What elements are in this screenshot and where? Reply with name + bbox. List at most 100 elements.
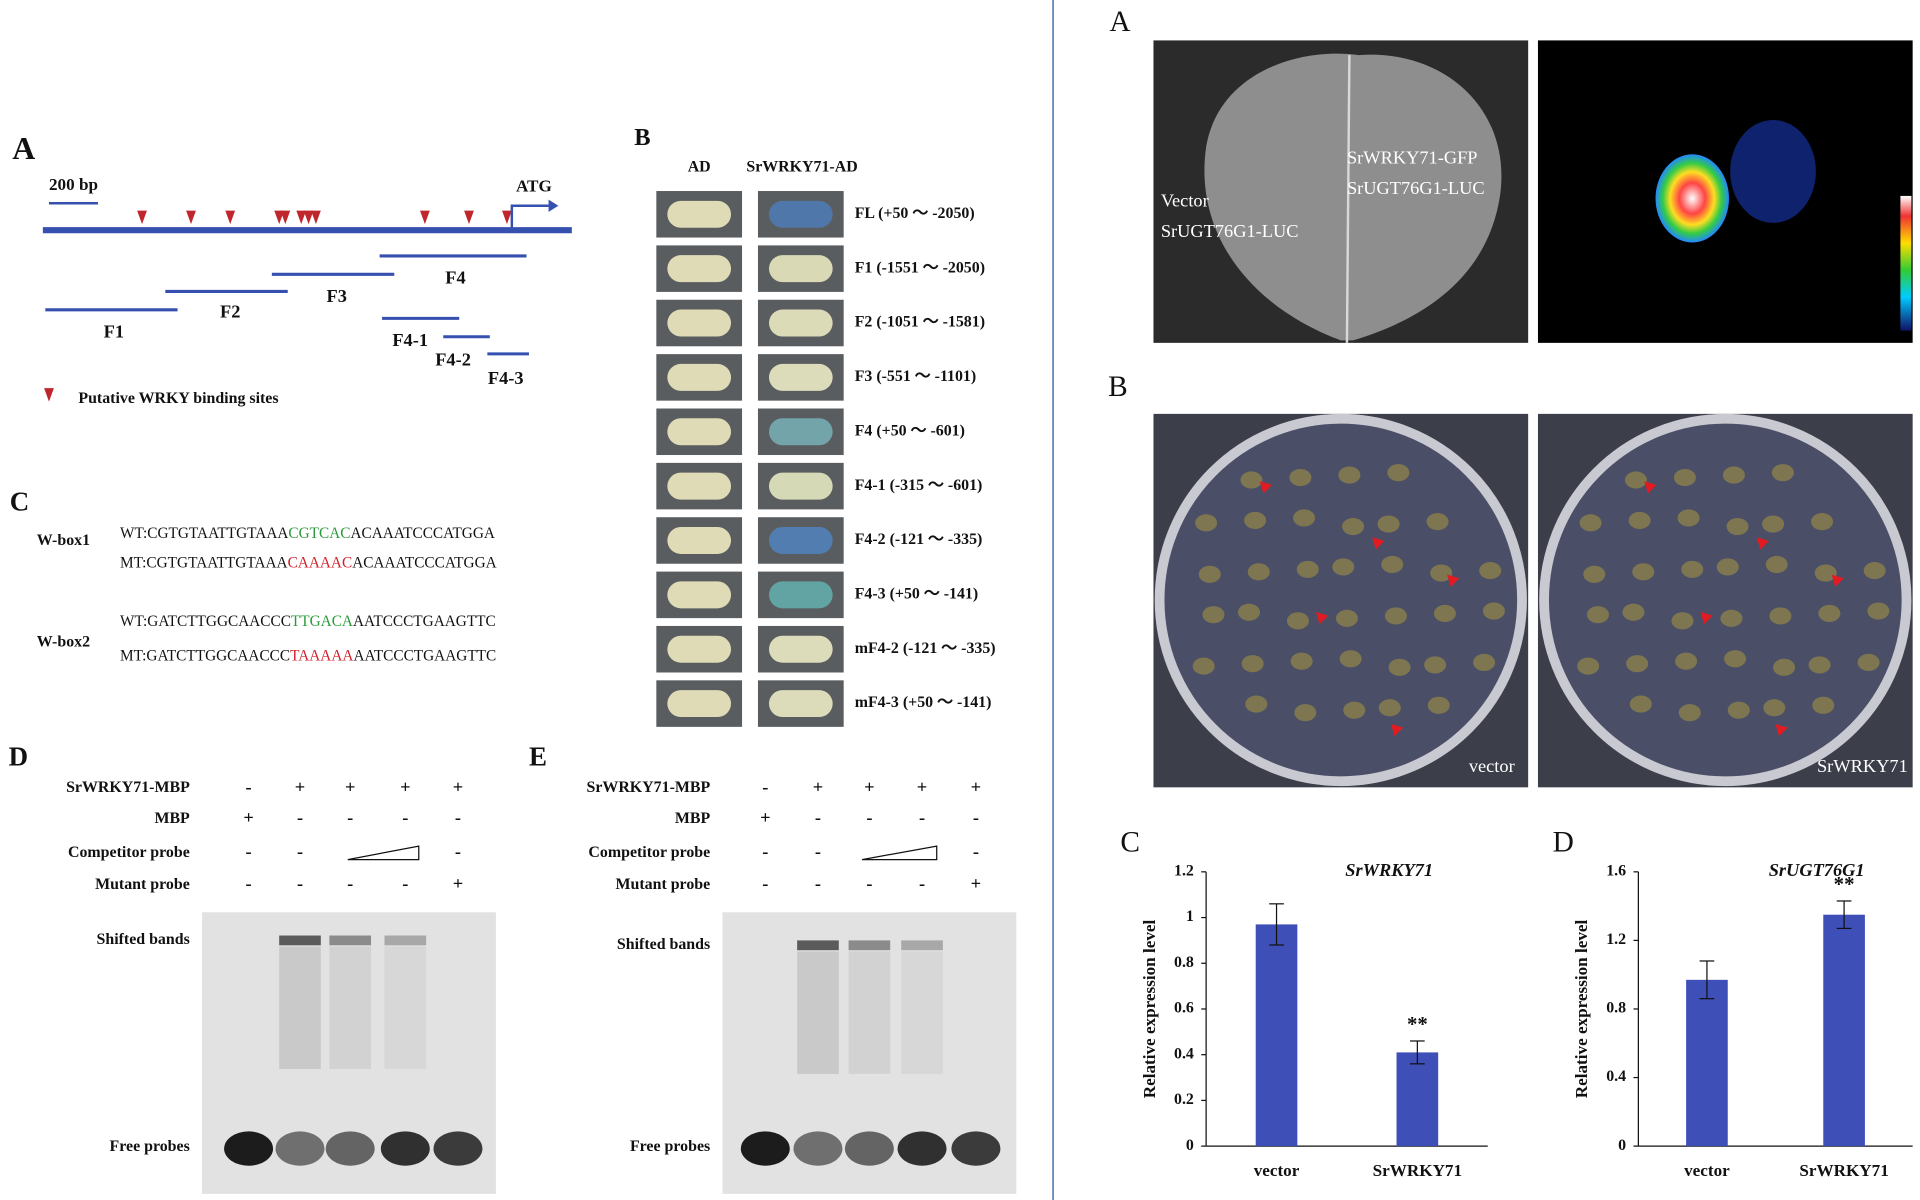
fragment-label: F4-1 bbox=[392, 330, 428, 350]
explant bbox=[1678, 704, 1701, 722]
competitor-wedge bbox=[347, 845, 420, 861]
x-tick-label: SrWRKY71 bbox=[1799, 1161, 1888, 1180]
explant bbox=[1671, 612, 1694, 630]
row-label: Mutant probe bbox=[615, 876, 710, 893]
shifted-band bbox=[279, 935, 321, 946]
row-label: Competitor probe bbox=[588, 844, 710, 861]
y-tick-label: 0.6 bbox=[1174, 1000, 1194, 1017]
competitor-wedge bbox=[861, 845, 938, 861]
explant bbox=[1673, 468, 1696, 487]
smear bbox=[901, 951, 943, 1074]
explant bbox=[1241, 655, 1264, 673]
explant bbox=[1290, 652, 1313, 670]
sequence-part: AATCCCTGAAGTTC bbox=[353, 647, 496, 664]
x-tick-label: vector bbox=[1684, 1161, 1730, 1180]
y-tick-label: 1.2 bbox=[1606, 931, 1626, 948]
explant bbox=[1726, 517, 1749, 536]
row-label: F1 (-1551 ～ -2050) bbox=[855, 259, 985, 276]
explant bbox=[1814, 564, 1837, 582]
sign: + bbox=[917, 777, 927, 797]
explant bbox=[1289, 468, 1312, 487]
explant bbox=[1192, 657, 1215, 675]
panel-label: B bbox=[634, 124, 650, 151]
explant bbox=[1342, 517, 1365, 536]
row-label: SrWRKY71-MBP bbox=[66, 779, 190, 796]
marker-arrow bbox=[1644, 481, 1657, 494]
row-label: F3 (-551 ～ -1101) bbox=[855, 368, 977, 385]
x-tick-label: vector bbox=[1254, 1161, 1300, 1180]
explant bbox=[1808, 656, 1831, 674]
sequence: MT:GATCTTGGCAACCCTAAAAAAATCCCTGAAGTTC bbox=[120, 647, 496, 664]
panel-label: A bbox=[12, 131, 35, 166]
plate-label: vector bbox=[1469, 756, 1515, 776]
explant bbox=[1296, 560, 1319, 578]
sign: + bbox=[864, 777, 874, 797]
y-tick-label: 1 bbox=[1186, 908, 1194, 925]
y-tick-label: 0.4 bbox=[1606, 1068, 1626, 1085]
chart-title: SrWRKY71 bbox=[1345, 860, 1433, 880]
free-band bbox=[951, 1131, 1001, 1166]
sign: - bbox=[973, 807, 979, 827]
explant bbox=[1377, 515, 1400, 533]
explant bbox=[1722, 466, 1745, 484]
sequence-part: TAAAAA bbox=[290, 647, 353, 664]
color-scale bbox=[1900, 195, 1912, 331]
atg-head bbox=[548, 199, 559, 212]
shifted-band bbox=[797, 940, 839, 951]
explant bbox=[1286, 612, 1309, 630]
colony bbox=[768, 527, 833, 554]
fragment-label: F4 bbox=[445, 267, 465, 287]
colony bbox=[768, 200, 833, 228]
sign: + bbox=[971, 874, 981, 894]
panel-label: A bbox=[1109, 6, 1130, 38]
sign: + bbox=[971, 777, 981, 797]
atg-arrow bbox=[510, 204, 549, 228]
free-band bbox=[380, 1131, 430, 1166]
explant bbox=[1632, 563, 1655, 581]
band-label: Shifted bands bbox=[97, 931, 190, 948]
chart-title: SrUGT76G1 bbox=[1769, 860, 1865, 880]
row-label: MBP bbox=[154, 810, 190, 827]
box-name: W-box2 bbox=[37, 634, 90, 651]
colony bbox=[667, 581, 732, 609]
explant bbox=[1433, 604, 1456, 623]
panel-label: C bbox=[10, 487, 29, 517]
panel-label: D bbox=[9, 741, 28, 771]
sign: - bbox=[347, 807, 353, 827]
sign: - bbox=[297, 842, 303, 862]
sign: - bbox=[866, 807, 872, 827]
row-label: F4-3 (+50 ～ -141) bbox=[855, 586, 978, 603]
sign: - bbox=[815, 807, 821, 827]
sequence-part: CAAAAC bbox=[288, 554, 353, 571]
explant bbox=[1427, 696, 1450, 714]
photo-text: SrWRKY71-GFP bbox=[1347, 147, 1478, 167]
plate-label: SrWRKY71 bbox=[1817, 756, 1908, 776]
marker-arrow bbox=[1831, 574, 1844, 587]
scale-text: 200 bp bbox=[49, 175, 98, 194]
sign: - bbox=[762, 777, 768, 797]
free-band bbox=[433, 1131, 483, 1166]
smear bbox=[797, 951, 839, 1074]
sequence-part: MT:CGTGTAATTGTAAA bbox=[120, 554, 288, 571]
row-label: mF4-3 (+50 ～ -141) bbox=[855, 694, 992, 711]
explant bbox=[1716, 558, 1739, 576]
fragment-label: F1 bbox=[104, 321, 124, 341]
sequence: MT:CGTGTAATTGTAAACAAAACACAAATCCCATGGA bbox=[120, 554, 497, 571]
explant bbox=[1237, 603, 1260, 621]
sequence-part: MT:GATCTTGGCAACCC bbox=[120, 647, 290, 664]
sign: - bbox=[246, 777, 252, 797]
explant bbox=[1583, 565, 1606, 583]
sign: + bbox=[813, 777, 823, 797]
colony bbox=[768, 472, 833, 500]
explant bbox=[1381, 555, 1404, 574]
sign: - bbox=[919, 874, 925, 894]
sequence-part: AATCCCTGAAGTTC bbox=[353, 613, 496, 630]
explant bbox=[1247, 563, 1270, 581]
colony bbox=[768, 255, 833, 283]
explant bbox=[1240, 471, 1263, 489]
explant bbox=[1426, 513, 1449, 531]
explant bbox=[1724, 650, 1747, 668]
panel-label: C bbox=[1120, 827, 1140, 859]
